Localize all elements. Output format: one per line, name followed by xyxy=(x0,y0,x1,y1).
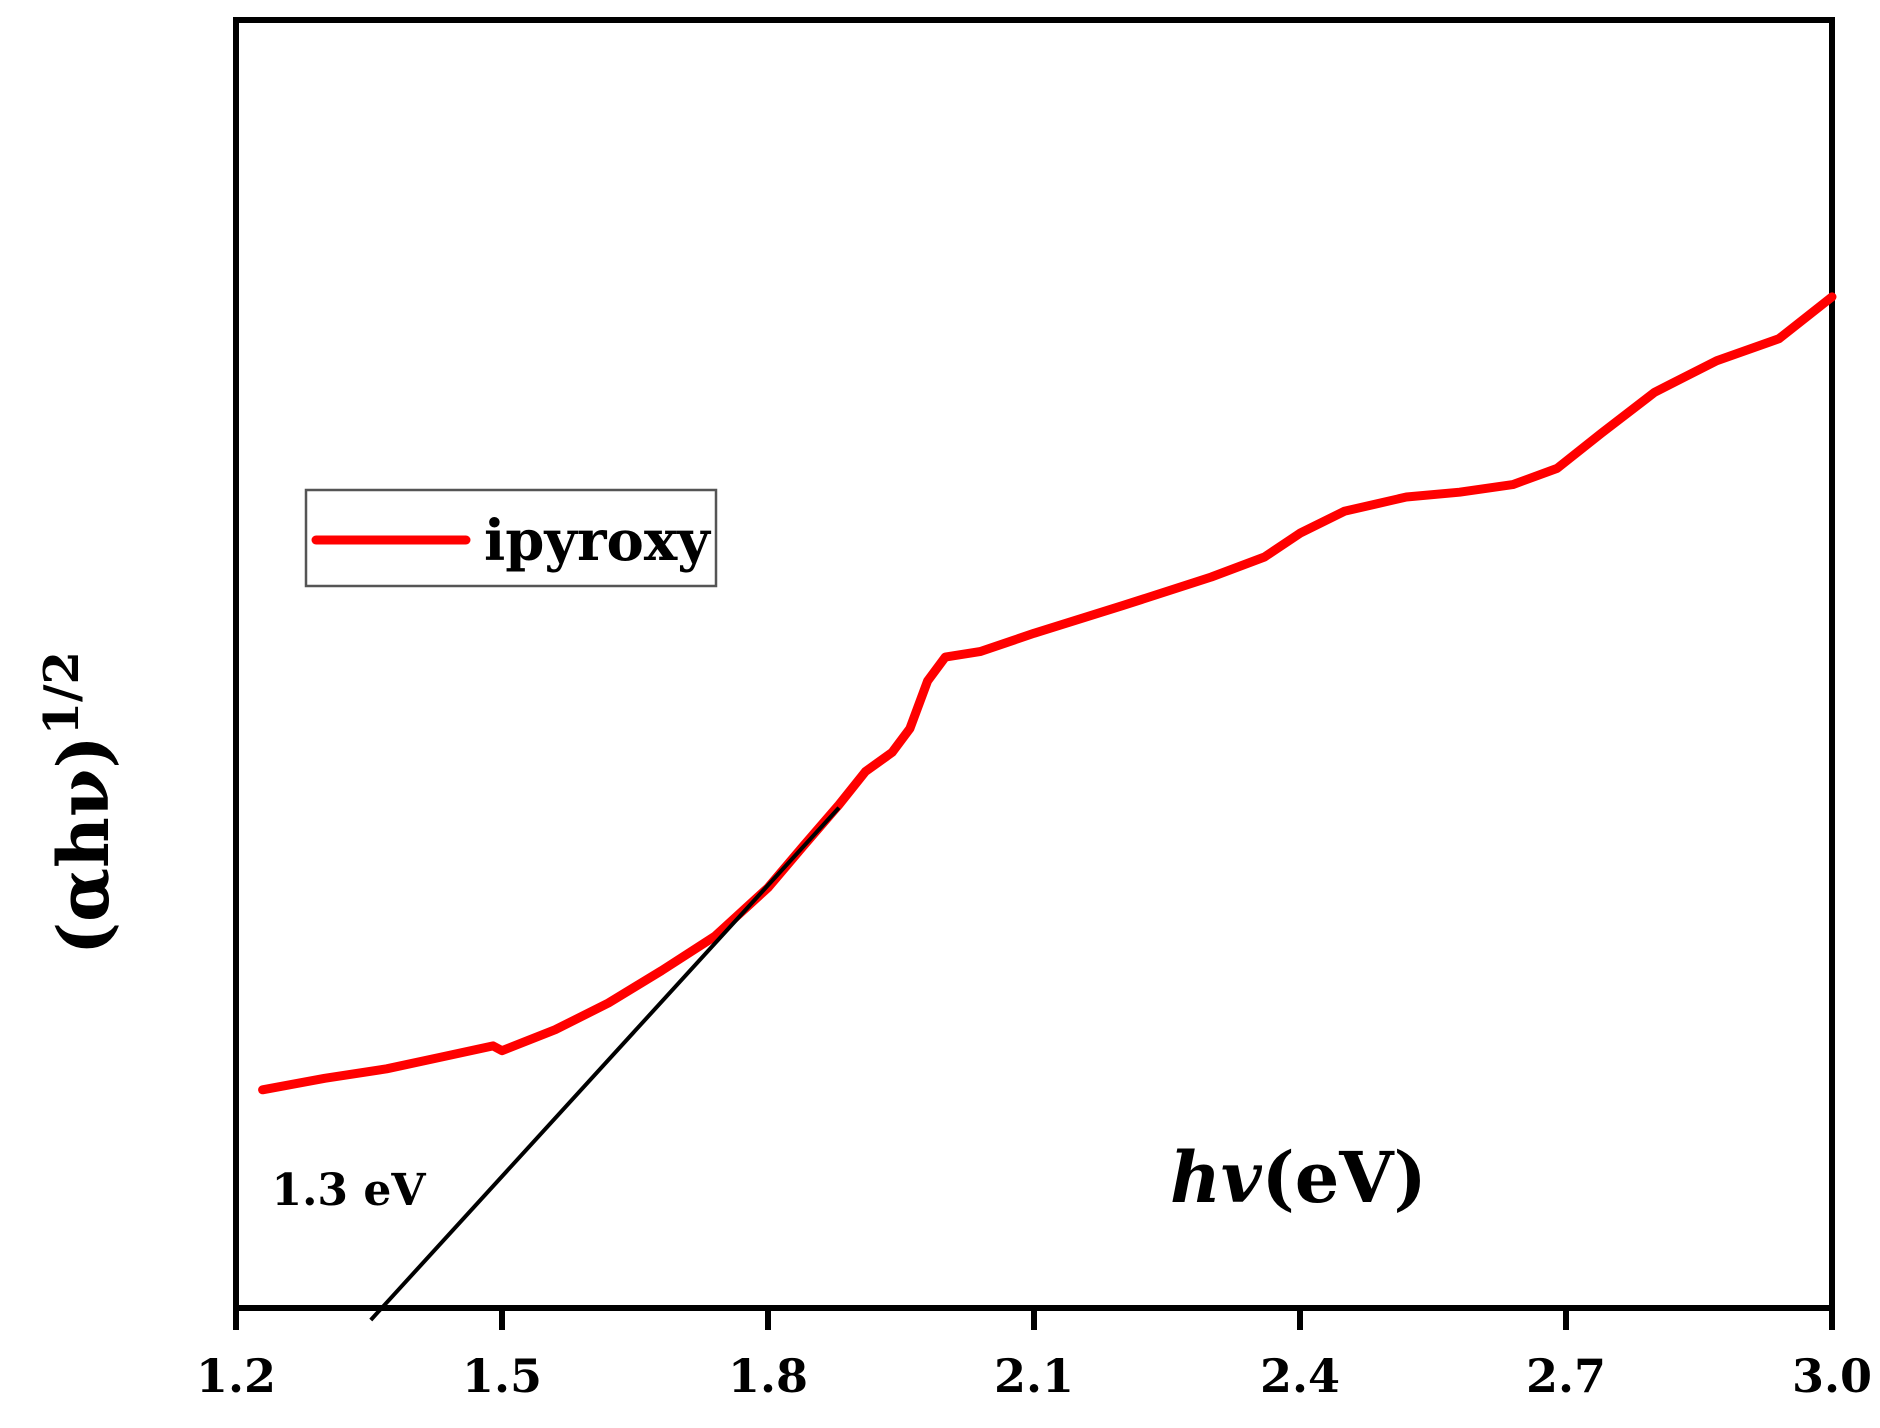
x-axis-label-unit: (eV) xyxy=(1262,1136,1427,1219)
x-tick-label: 1.2 xyxy=(196,1349,276,1403)
annotation-layer: 1.3 eV xyxy=(271,806,841,1322)
legend-label: ipyroxy xyxy=(484,508,711,574)
series-line-ipyroxy xyxy=(258,292,1837,1095)
legend-box xyxy=(304,488,718,588)
x-axis-label: hv(eV) xyxy=(1170,1136,1427,1219)
x-axis-ticks xyxy=(233,1308,1835,1330)
x-tick-label: 3.0 xyxy=(1792,1349,1872,1403)
legend: ipyroxy xyxy=(304,488,718,588)
x-tick-label: 2.4 xyxy=(1260,1349,1340,1403)
y-axis-label-base: (αhν) xyxy=(42,735,125,955)
y-axis-label: (αhν)1/2 xyxy=(34,651,125,955)
x-tick-label: 1.8 xyxy=(728,1349,808,1403)
plot-border xyxy=(233,17,1835,1311)
plot-frame xyxy=(233,17,1835,1311)
tangent-line xyxy=(369,806,841,1322)
x-tick-label: 2.1 xyxy=(994,1349,1074,1403)
y-axis-label-exponent: 1/2 xyxy=(34,651,90,735)
x-axis-label-symbol: hv xyxy=(1170,1136,1263,1219)
x-axis-tick-labels: 1.2 1.5 1.8 2.1 2.4 2.7 3.0 xyxy=(196,1349,1872,1403)
x-tick-label: 1.5 xyxy=(462,1349,542,1403)
x-tick-label: 2.7 xyxy=(1526,1349,1606,1403)
band-gap-annotation: 1.3 eV xyxy=(271,1165,426,1216)
series-layer xyxy=(258,292,1837,1095)
